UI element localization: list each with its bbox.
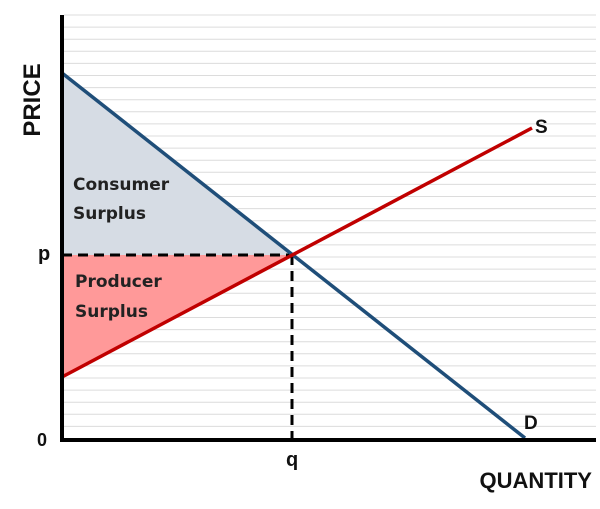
supply-curve xyxy=(61,126,533,379)
consumer-surplus-label-line2: Surplus xyxy=(73,204,146,224)
quantity-label: q xyxy=(286,449,298,471)
supply-label: S xyxy=(535,117,548,138)
price-label: p xyxy=(38,243,50,265)
producer-surplus-label-line2: Surplus xyxy=(75,302,148,322)
demand-label: D xyxy=(524,413,538,434)
y-axis-label: PRICE xyxy=(19,63,46,136)
origin-label: 0 xyxy=(37,430,47,450)
producer-surplus-label-line1: Producer xyxy=(75,272,162,292)
consumer-surplus-label-line1: Consumer xyxy=(73,175,170,195)
x-axis-label: QUANTITY xyxy=(480,468,593,493)
